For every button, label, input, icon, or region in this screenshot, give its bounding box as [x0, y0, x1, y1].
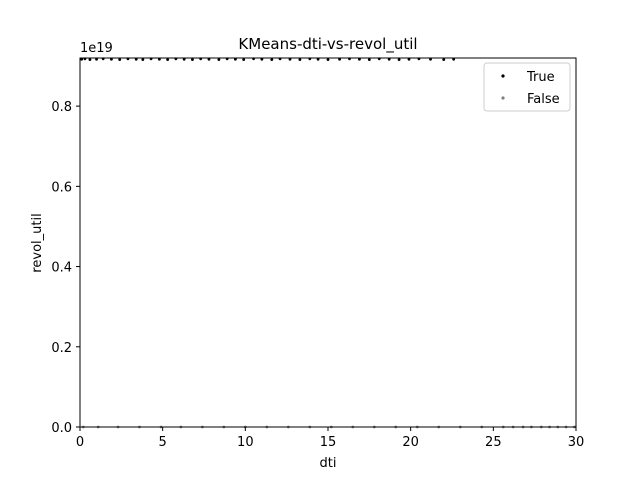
x-tick-label: 5 — [159, 435, 167, 450]
y-tick-label: 0.6 — [51, 180, 72, 195]
x-tick-label: 25 — [485, 435, 502, 450]
data-point-true — [88, 58, 92, 61]
chart-title: KMeans-dti-vs-revol_util — [238, 35, 417, 54]
y-tick-label: 0.0 — [51, 421, 72, 436]
x-tick-label: 15 — [320, 435, 337, 450]
data-point-true — [242, 58, 246, 61]
plot-area — [80, 58, 576, 427]
data-point-true — [118, 58, 122, 61]
legend-box — [483, 62, 571, 112]
y-axis-multiplier: 1e19 — [80, 41, 113, 56]
data-point-true — [367, 58, 371, 61]
data-point-true — [270, 58, 274, 61]
y-tick-label: 0.4 — [51, 261, 72, 276]
x-tick-label: 0 — [76, 435, 84, 450]
legend-marker-true — [501, 74, 505, 78]
x-tick-label: 10 — [237, 435, 254, 450]
x-tick-label: 30 — [568, 435, 585, 450]
y-axis-ticks: 0.0 0.2 0.4 0.6 0.8 — [51, 100, 80, 436]
legend: True False — [483, 62, 571, 112]
data-point-true — [442, 58, 446, 61]
y-axis-label: revol_util — [30, 213, 45, 272]
data-point-true — [191, 58, 194, 61]
x-tick-label: 20 — [402, 435, 419, 450]
data-point-true — [166, 58, 170, 61]
y-tick-label: 0.2 — [51, 341, 72, 356]
data-point-true — [326, 58, 330, 61]
data-point-true — [141, 58, 145, 61]
y-tick-label: 0.8 — [51, 100, 72, 115]
legend-label-false: False — [527, 92, 560, 107]
data-point-true — [217, 58, 221, 61]
data-point-true — [298, 58, 302, 61]
legend-label-true: True — [526, 70, 555, 85]
legend-marker-false — [501, 96, 505, 100]
data-point-true — [397, 58, 401, 61]
x-axis-ticks: 0 5 10 15 20 25 30 — [76, 427, 584, 450]
x-axis-label: dti — [320, 456, 337, 471]
